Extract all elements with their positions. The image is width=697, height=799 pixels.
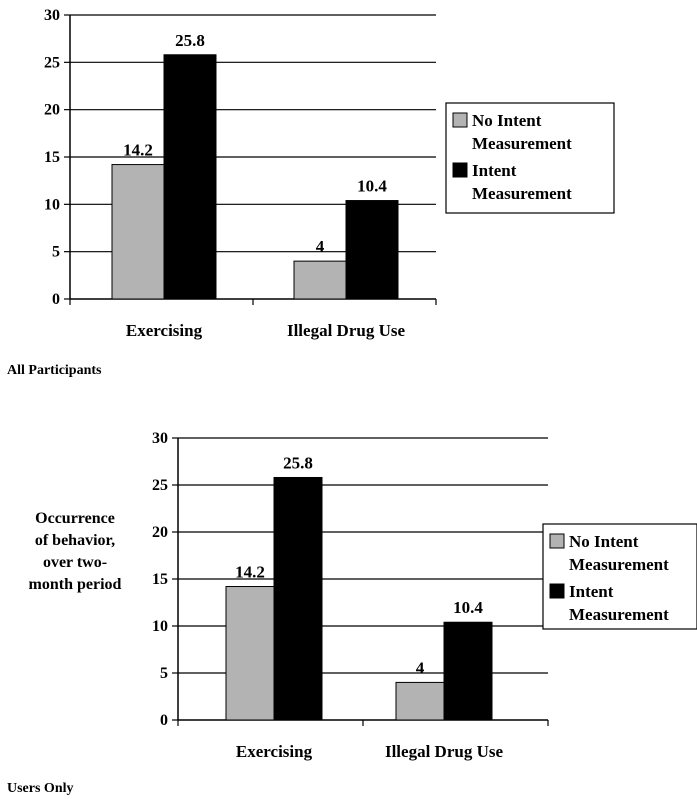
bar (395, 681, 445, 721)
legend-label: No Intent (472, 111, 542, 130)
legend-swatch (549, 583, 565, 599)
legend-box (542, 523, 697, 630)
y-axis-label: over two- (43, 554, 107, 571)
x-category-label: Illegal Drug Use (385, 742, 504, 761)
bar (111, 164, 165, 300)
legend-box (445, 102, 615, 214)
chart-caption: Users Only (7, 781, 74, 796)
y-tick-label: 0 (160, 712, 168, 729)
data-label: 14.2 (235, 563, 265, 582)
x-category-label: Exercising (126, 321, 203, 340)
y-tick-label: 20 (152, 524, 168, 541)
legend-label: Measurement (472, 134, 572, 153)
y-axis-label: of behavior, (35, 532, 115, 549)
y-tick-label: 15 (44, 149, 60, 166)
data-label: 4 (316, 237, 325, 256)
chart-caption: All Participants (7, 363, 102, 378)
bar (163, 54, 217, 300)
y-tick-label: 10 (152, 618, 168, 635)
x-category-label: Illegal Drug Use (287, 321, 406, 340)
data-label: 10.4 (357, 177, 387, 196)
data-label: 25.8 (175, 31, 205, 50)
data-label: 14.2 (123, 141, 153, 160)
y-tick-label: 5 (160, 665, 168, 682)
legend-label: Intent (472, 161, 517, 180)
legend-label: Measurement (569, 555, 669, 574)
legend: No Intent Measurement Intent Measurement (542, 523, 697, 630)
legend-swatch (452, 162, 468, 178)
x-category-label: Exercising (236, 742, 313, 761)
data-label: 25.8 (283, 453, 313, 472)
legend-swatch (549, 533, 565, 549)
legend-label: Measurement (569, 605, 669, 624)
y-tick-label: 20 (44, 102, 60, 119)
y-tick-label: 30 (44, 7, 60, 24)
legend-label: Measurement (472, 184, 572, 203)
y-axis-label: Occurrence (35, 510, 115, 527)
legend-swatch (452, 112, 468, 128)
chart-1: 0 5 10 15 20 25 30 14.2 25.8 Exercising 4 10.4 Illeg… (7, 7, 615, 378)
bar (225, 586, 275, 721)
y-tick-label: 15 (152, 571, 168, 588)
data-label: 10.4 (453, 598, 483, 617)
bar (443, 621, 493, 721)
bar (273, 476, 323, 721)
legend-label: No Intent (569, 532, 639, 551)
y-tick-label: 25 (152, 477, 168, 494)
bar (345, 200, 399, 300)
legend: No Intent Measurement Intent Measurement (445, 102, 615, 214)
y-tick-label: 30 (152, 430, 168, 447)
y-tick-label: 10 (44, 196, 60, 213)
legend-label: Intent (569, 582, 614, 601)
y-tick-label: 5 (52, 244, 60, 261)
y-tick-label: 25 (44, 54, 60, 71)
data-label: 4 (416, 658, 425, 677)
bar (293, 260, 347, 300)
y-tick-label: 0 (52, 291, 60, 308)
chart-2: 0 5 10 15 20 25 30 14.2 25.8 Exercising 4 10.4 Illeg… (7, 430, 697, 796)
y-axis-label: month period (29, 576, 122, 593)
